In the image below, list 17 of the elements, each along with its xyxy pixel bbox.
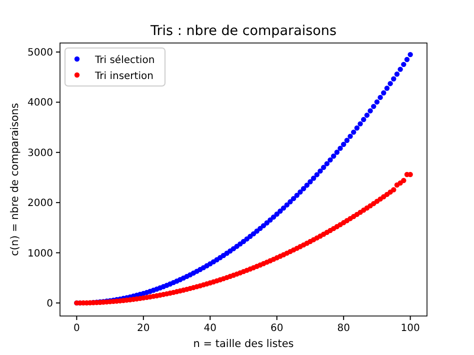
x-tick-label: 40 (204, 323, 217, 334)
y-tick-label: 1000 (28, 248, 53, 260)
y-tick-label: 4000 (28, 98, 53, 109)
legend-label: Tri sélection (94, 55, 155, 66)
x-tick-label: 0 (73, 323, 80, 334)
x-tick-label: 100 (400, 323, 420, 334)
legend-label: Tri insertion (94, 71, 154, 82)
y-tick-label: 0 (46, 298, 53, 310)
chart-title: Tris : nbre de comparaisons (149, 23, 337, 39)
y-tick-label: 5000 (28, 48, 53, 59)
x-axis-title: n = taille des listes (193, 338, 294, 350)
y-tick-label: 2000 (28, 198, 53, 210)
y-tick-label: 3000 (28, 148, 53, 159)
x-tick-label: 60 (270, 323, 284, 334)
x-tick-label: 80 (337, 323, 350, 334)
x-tick-label: 20 (137, 323, 150, 334)
y-axis-title: c(n) = nbre de comparaisons (9, 103, 21, 256)
